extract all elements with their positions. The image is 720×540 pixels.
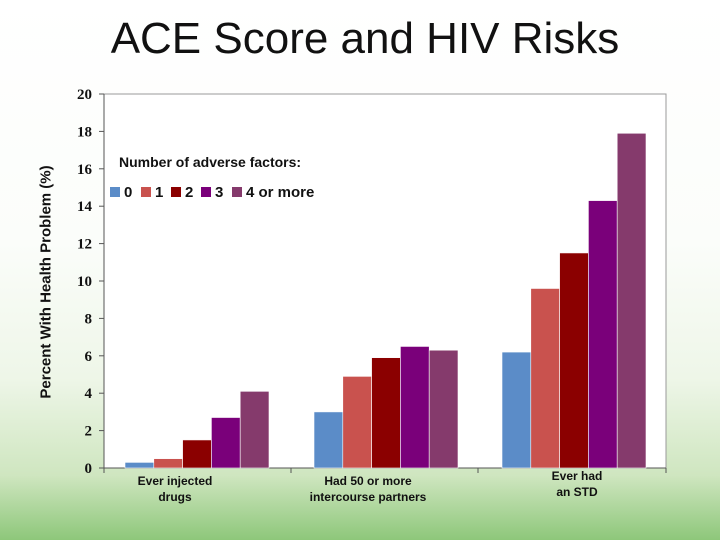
x-category-label: Ever had xyxy=(552,469,603,483)
y-tick-label: 14 xyxy=(77,199,93,215)
y-tick-label: 4 xyxy=(85,386,93,402)
y-tick-label: 2 xyxy=(85,424,93,440)
bar xyxy=(211,417,241,469)
y-tick-label: 12 xyxy=(77,237,92,253)
bar xyxy=(239,391,270,469)
x-category-label: Ever injected xyxy=(138,474,213,488)
x-category-label: intercourse partners xyxy=(310,490,427,504)
bar xyxy=(153,458,183,469)
bar xyxy=(371,357,401,469)
legend-label: 0 xyxy=(124,184,132,201)
x-category-label: an STD xyxy=(556,485,598,499)
bar xyxy=(182,439,212,469)
slide-title: ACE Score and HIV Risks xyxy=(110,14,620,63)
bar xyxy=(400,346,430,469)
y-tick-label: 8 xyxy=(85,311,93,327)
y-tick-label: 10 xyxy=(77,274,92,290)
y-tick-label: 6 xyxy=(85,349,93,365)
bar xyxy=(559,252,589,469)
y-tick-label: 18 xyxy=(77,124,92,140)
bar xyxy=(124,462,155,469)
y-tick-label: 20 xyxy=(77,87,92,103)
legend-label: 3 xyxy=(215,184,223,201)
legend-swatch xyxy=(201,187,211,197)
legend-swatch xyxy=(110,187,120,197)
x-category-label: drugs xyxy=(158,490,192,504)
y-tick-label: 0 xyxy=(85,461,93,477)
legend-title: Number of adverse factors: xyxy=(119,154,301,170)
legend-label: 4 or more xyxy=(246,184,314,201)
y-tick-label: 16 xyxy=(77,162,93,178)
bar xyxy=(588,200,618,469)
legend-label: 1 xyxy=(155,184,163,201)
legend-swatch xyxy=(141,187,151,197)
bar xyxy=(342,376,372,469)
bar xyxy=(530,288,560,469)
legend-label: 2 xyxy=(185,184,193,201)
bar xyxy=(501,351,532,469)
legend-swatch xyxy=(232,187,242,197)
x-category-label: Had 50 or more xyxy=(324,474,412,488)
bar xyxy=(616,132,647,469)
legend-swatch xyxy=(171,187,181,197)
bar xyxy=(428,349,459,469)
bar xyxy=(313,411,344,469)
